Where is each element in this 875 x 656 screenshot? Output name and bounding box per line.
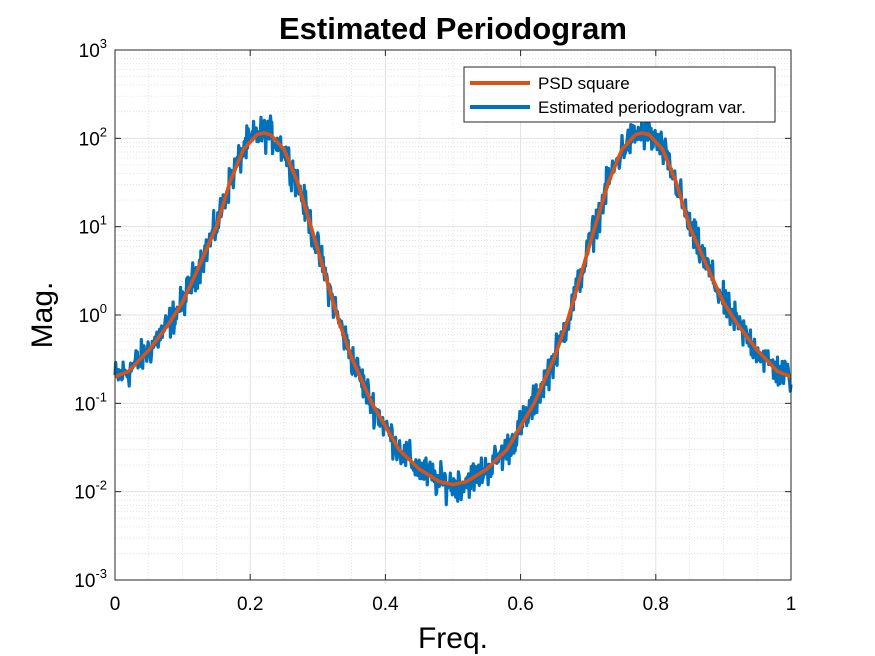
- x-tick-label: 1: [786, 594, 797, 615]
- y-tick-label: 103: [79, 36, 107, 62]
- legend-box: [463, 66, 776, 123]
- data-series: [113, 114, 793, 507]
- chart-title: Estimated Periodogram: [279, 11, 627, 46]
- y-axis-label: Mag.: [26, 282, 59, 349]
- ticks: 0 0.2 0.4 0.6 0.8 1 10-3 10-2 10-1 100 101 102 103: [74, 36, 796, 615]
- y-tick-label: 101: [79, 213, 107, 239]
- x-tick-label: 0.8: [643, 594, 669, 615]
- x-tick-label: 0.6: [507, 594, 533, 615]
- legend: PSD square Estimated periodogram var.: [463, 66, 776, 123]
- y-tick-label: 10-3: [74, 566, 107, 592]
- series-line-psd: [114, 131, 792, 487]
- x-tick-label: 0: [110, 594, 121, 615]
- y-tick-label: 100: [79, 301, 107, 327]
- y-tick-label: 10-2: [74, 478, 107, 504]
- x-tick-label: 0.4: [372, 594, 399, 615]
- legend-label-psd: PSD square: [538, 74, 630, 93]
- y-tick-label: 10-1: [74, 389, 107, 415]
- y-tick-label: 102: [79, 124, 107, 150]
- legend-label-periodogram: Estimated periodogram var.: [538, 98, 746, 117]
- x-axis-label: Freq.: [418, 622, 488, 655]
- x-tick-label: 0.2: [237, 594, 263, 615]
